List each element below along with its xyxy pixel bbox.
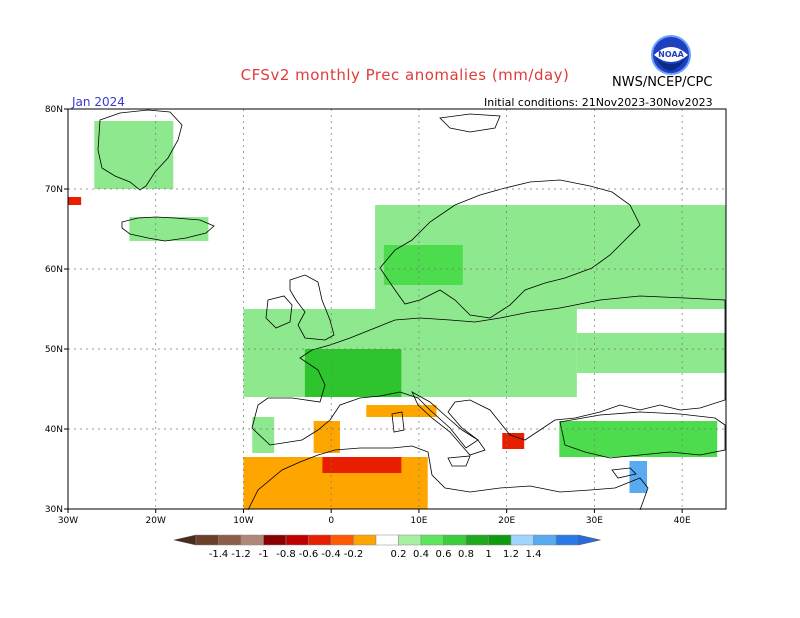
colorbar-swatch (398, 534, 422, 546)
anomaly-patch-13 (322, 457, 402, 473)
color-legend: -1.4 -1.2 -1 -0.8 -0.6 -0.4 -0.2 0.2 0.4 0.6 0.8 1 1… (173, 534, 601, 560)
lat-label: 50N (45, 345, 63, 355)
noaa-logo-icon: NOAA (651, 35, 691, 75)
lat-label: 80N (45, 105, 63, 115)
colorbar-label: 0.4 (413, 549, 429, 560)
colorbar-swatch (240, 534, 264, 546)
anomaly-patch-0 (94, 121, 174, 189)
colorbar-label: -0.6 (299, 549, 319, 560)
anomaly-patch-15 (68, 197, 82, 205)
colorbar-label: 0.8 (458, 549, 474, 560)
anomaly-patch-8 (559, 421, 718, 457)
initial-conditions: Initial conditions: 21Nov2023-30Nov2023 (484, 96, 713, 109)
sardinia-coast (391, 411, 405, 433)
colorbar-label: -0.4 (321, 549, 341, 560)
colorbar-swatch (263, 534, 287, 546)
anomaly-patch-10 (313, 421, 340, 453)
colorbar-label: -1 (259, 549, 269, 560)
lon-label: 20E (498, 516, 515, 526)
colorbar-swatch (488, 534, 512, 546)
colorbar-swatch (375, 534, 399, 546)
colorbar-label: -0.2 (344, 549, 364, 560)
agency-label: NWS/NCEP/CPC (612, 75, 713, 90)
anomaly-patch-3 (383, 245, 463, 285)
colorbar-label: 1.2 (503, 549, 519, 560)
land-outlines (97, 109, 726, 511)
colorbar-label: -1.2 (231, 549, 251, 560)
colorbar-label: 0.6 (436, 549, 452, 560)
colorbar-swatch (195, 534, 219, 546)
colorbar-swatch (285, 534, 309, 546)
map-title: CFSv2 monthly Prec anomalies (mm/day) (240, 66, 570, 84)
forecast-month: Jan 2024 (72, 95, 125, 109)
anomaly-patch-1 (129, 217, 209, 241)
svalbard-coast (439, 113, 501, 133)
italy-coast (411, 391, 486, 456)
colorbar-min-arrow (173, 534, 197, 546)
lon-label: 30E (586, 516, 603, 526)
colorbar-label: 0.2 (391, 549, 407, 560)
svg-text:NOAA: NOAA (658, 50, 684, 59)
great-britain-coast (289, 274, 335, 341)
colorbar-swatch (420, 534, 444, 546)
map-frame (67, 108, 727, 510)
sicily-coast (447, 455, 471, 467)
anomaly-patch-14 (502, 433, 525, 449)
anomaly-patch-9 (629, 461, 648, 493)
colorbar-swatch (555, 534, 579, 546)
lat-label: 30N (45, 505, 63, 515)
africa-coast (247, 445, 649, 511)
lon-label: 0 (328, 516, 334, 526)
anomaly-patch-7 (252, 417, 275, 453)
colorbar-swatch (465, 534, 489, 546)
scandinavia-coast (379, 179, 641, 319)
colorbar-label: 1.4 (526, 549, 542, 560)
anomaly-layer (68, 121, 726, 509)
lon-label: 40E (674, 516, 691, 526)
colorbar-swatch (533, 534, 557, 546)
colorbar-swatch (443, 534, 467, 546)
colorbar-swatch (218, 534, 242, 546)
lon-label: 30W (58, 516, 78, 526)
lat-label: 70N (45, 185, 63, 195)
turkey-coast (559, 411, 726, 459)
lon-label: 10W (233, 516, 253, 526)
europe-coast (251, 295, 726, 449)
latitude-labels: 80N 70N 60N 50N 40N 30N (45, 105, 68, 515)
colorbar-swatch (330, 534, 354, 546)
ireland-coast (265, 295, 293, 329)
colorbar-label: -1.4 (209, 549, 229, 560)
anomaly-patch-5 (304, 349, 402, 397)
lon-label: 10E (410, 516, 427, 526)
cyprus-coast (611, 467, 637, 479)
anomaly-patch-4 (243, 309, 577, 397)
lon-label: 20W (146, 516, 166, 526)
colorbar-label: -0.8 (276, 549, 296, 560)
colorbar-swatch (308, 534, 332, 546)
anomaly-patch-6 (576, 333, 726, 373)
greenland-coast (97, 109, 183, 191)
colorbar-swatch (510, 534, 534, 546)
anomaly-patch-11 (366, 405, 437, 417)
colorbar-max-arrow (578, 534, 601, 546)
lat-label: 60N (45, 265, 63, 275)
colorbar-swatch (353, 534, 377, 546)
lat-label: 40N (45, 425, 63, 435)
graticule (68, 109, 726, 509)
colorbar-label: 1 (485, 549, 491, 560)
longitude-labels: 30W 20W 10W 0 10E 20E 30E 40E (58, 509, 691, 526)
